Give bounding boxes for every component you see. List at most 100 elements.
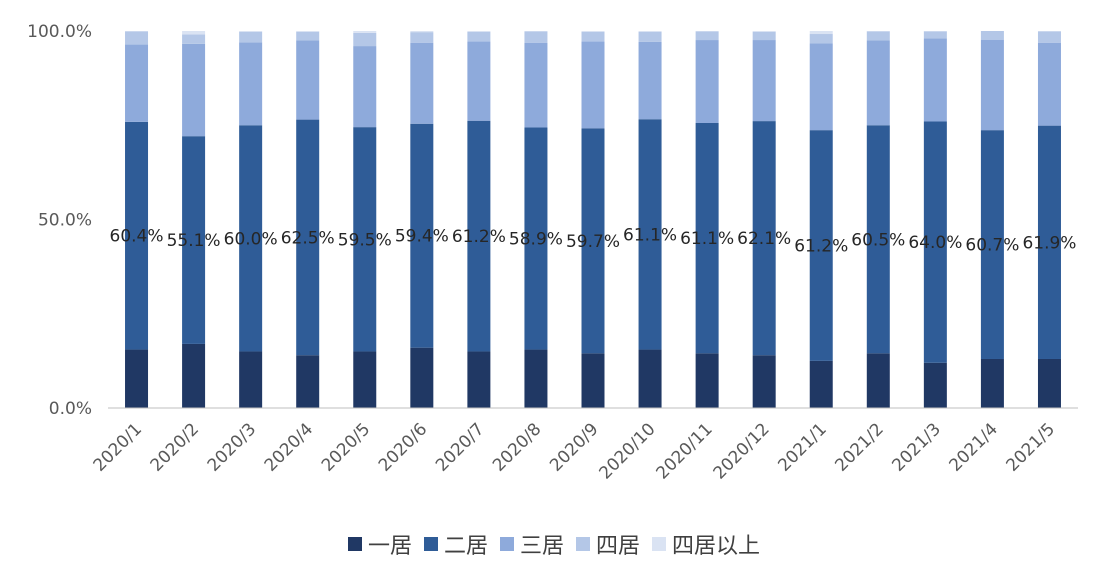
legend-item: 二居	[423, 528, 488, 560]
bar-segment	[638, 31, 662, 42]
legend-label: 二居	[443, 534, 488, 559]
bar-segment	[866, 353, 890, 408]
x-tick-label: 2020/1	[90, 419, 146, 475]
bar-segment	[353, 31, 377, 33]
data-label: 64.0%	[908, 233, 962, 253]
x-tick-label: 2021/4	[946, 419, 1002, 475]
x-tick-label: 2020/10	[596, 419, 660, 483]
bar-segment	[923, 31, 947, 39]
bar-segment	[752, 31, 776, 32]
data-label: 59.5%	[338, 230, 392, 250]
bar-segment	[296, 355, 320, 408]
bar-segment	[467, 351, 491, 408]
legend-label: 三居	[519, 534, 564, 559]
bar-segment	[296, 40, 320, 120]
bar-segment	[1037, 358, 1061, 408]
legend-item: 一居	[347, 528, 412, 560]
bar-segment	[125, 44, 149, 122]
bar-segment	[980, 39, 1004, 131]
bar-segment	[182, 43, 206, 137]
x-tick-label: 2020/12	[710, 419, 774, 483]
bar-segment	[581, 31, 605, 32]
bar-segment	[581, 128, 605, 354]
data-label: 55.1%	[167, 231, 221, 251]
bar-segment	[353, 127, 377, 352]
bar-segment	[980, 358, 1004, 408]
legend: 一居 二居 三居 四居 四居以上	[0, 528, 1108, 560]
bar-segment	[809, 43, 833, 131]
bar-segment	[866, 125, 890, 354]
bar-segment	[524, 349, 548, 408]
bar-segment	[581, 41, 605, 129]
bar-segment	[524, 31, 548, 43]
bar-segment	[296, 119, 320, 356]
bar-segment	[353, 46, 377, 128]
bar-segment	[467, 120, 491, 352]
y-tick-label: 0.0%	[49, 399, 92, 419]
bar-segment	[809, 31, 833, 35]
bar-segment	[581, 353, 605, 408]
x-axis-ticks: 2020/1 2020/2 2020/3 2020/4 2020/5 2020/6 2020…	[90, 419, 1059, 483]
bar-segment	[581, 31, 605, 42]
bar-segment	[638, 41, 662, 120]
legend-item: 三居	[499, 528, 564, 560]
legend-swatch	[576, 537, 590, 551]
legend-swatch	[423, 537, 438, 551]
bar-segment	[866, 31, 890, 41]
bar-segment	[353, 32, 377, 47]
bar-segment	[638, 119, 662, 350]
data-label: 61.9%	[1022, 233, 1076, 253]
bar-segment	[182, 136, 206, 344]
bar-segment	[410, 123, 434, 348]
bar-segment	[638, 31, 662, 32]
stacked-bar-chart: 0.0% 50.0% 100.0% 60.4% 55.1% 60.0% 62.5% 59.5…	[27, 22, 1078, 483]
bar-segment	[182, 34, 206, 44]
bar-segment	[695, 40, 719, 123]
bar-segment	[524, 127, 548, 350]
x-tick-label: 2020/3	[204, 419, 260, 475]
data-label: 59.4%	[395, 227, 449, 247]
bar-segment	[866, 40, 890, 126]
bar-segment	[467, 31, 491, 32]
data-label: 61.1%	[623, 225, 677, 245]
bar-segment	[410, 347, 434, 408]
data-label: 58.9%	[509, 230, 563, 250]
data-labels: 60.4% 55.1% 60.0% 62.5% 59.5% 59.4% 61.2% 58.9%…	[110, 225, 1077, 256]
bar-segment	[1037, 31, 1061, 43]
legend-swatch	[499, 537, 514, 551]
data-label: 60.4%	[110, 227, 164, 247]
data-label: 62.1%	[737, 229, 791, 249]
bar-segment	[695, 122, 719, 354]
bar-segment	[695, 31, 719, 41]
bar-segment	[296, 31, 320, 41]
bar-segment	[410, 32, 434, 43]
y-tick-label: 50.0%	[38, 211, 92, 231]
bar-segment	[752, 121, 776, 356]
bar-segment	[239, 31, 263, 43]
x-tick-label: 2020/8	[489, 419, 545, 475]
legend-swatch	[652, 537, 667, 551]
bar-segment	[695, 353, 719, 408]
y-axis-ticks: 0.0% 50.0% 100.0%	[27, 22, 92, 419]
bar-segment	[125, 121, 149, 350]
x-tick-label: 2021/2	[831, 419, 887, 475]
data-label: 61.2%	[452, 227, 506, 247]
bar-segment	[752, 40, 776, 122]
bar-segment	[752, 355, 776, 408]
data-label: 60.7%	[965, 236, 1019, 256]
data-label: 60.0%	[224, 229, 278, 249]
x-tick-label: 2021/3	[888, 419, 944, 475]
bar-segment	[923, 121, 947, 363]
data-label: 60.5%	[851, 230, 905, 250]
bar-segment	[980, 130, 1004, 359]
bar-segment	[239, 42, 263, 126]
x-tick-label: 2020/2	[147, 419, 203, 475]
bar-segment	[296, 31, 320, 32]
bar-segment	[182, 31, 206, 35]
x-tick-label: 2021/1	[774, 419, 830, 475]
bar-segment	[980, 31, 1004, 40]
bar-segment	[809, 34, 833, 44]
legend-label: 一居	[367, 534, 412, 559]
legend-swatch	[347, 537, 362, 551]
x-tick-label: 2020/9	[546, 419, 602, 475]
